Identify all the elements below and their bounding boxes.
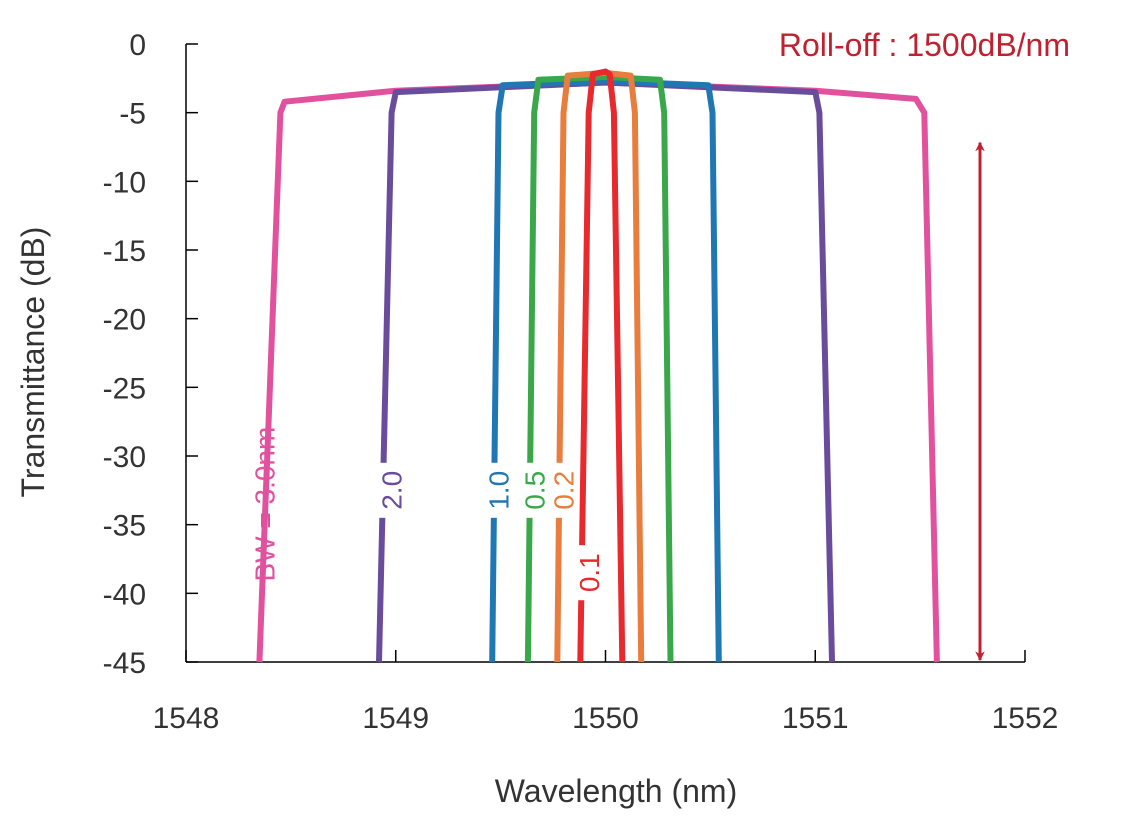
x-axis-title: Wavelength (nm) — [495, 773, 737, 809]
axes — [185, 43, 1026, 663]
series-label-group: 1.0 — [483, 462, 515, 518]
series-line — [524, 74, 674, 663]
y-tick-label: -45 — [103, 647, 146, 680]
series-label-group: 0.5 — [518, 462, 550, 518]
y-axis-title: Transmittance (dB) — [15, 227, 51, 498]
series-label-group: 0.2 — [548, 462, 580, 518]
series-label-bg — [518, 462, 550, 518]
series-line — [577, 68, 626, 663]
series-label: BW = 3.0nm — [249, 427, 280, 582]
plot-series — [256, 68, 940, 663]
series-labels: BW = 3.0nm 2.0 1.0 0.50.2 0.1 — [249, 427, 605, 601]
series-label: 1.0 — [484, 471, 515, 510]
series-line — [489, 78, 722, 663]
series-label-group: 0.1 — [573, 545, 605, 601]
series-label-bg — [548, 462, 579, 518]
y-tick-label: 0 — [129, 29, 146, 62]
series-label: 2.0 — [377, 471, 408, 510]
series-label-bg — [573, 545, 605, 601]
y-tick-label: -5 — [119, 98, 146, 131]
y-tick-label: -30 — [103, 441, 146, 474]
y-tick-label: -40 — [103, 578, 146, 611]
x-tick-label: 1548 — [153, 702, 220, 735]
y-tick-label: -10 — [103, 166, 146, 199]
series-label-bg — [483, 462, 514, 518]
x-tick-label: 1552 — [992, 702, 1059, 735]
x-tick-label: 1551 — [782, 702, 849, 735]
series-label-bg — [376, 462, 408, 518]
series-label: 0.5 — [519, 471, 550, 510]
y-tick-label: -25 — [103, 372, 146, 405]
rolloff-annotation: Roll-off : 1500dB/nm — [779, 27, 1070, 63]
y-tick-label: -35 — [103, 510, 146, 543]
series-label: 0.2 — [549, 471, 580, 510]
x-tick-label: 1550 — [572, 702, 639, 735]
series-label-group: BW = 3.0nm — [249, 427, 280, 582]
x-tick-label: 1549 — [362, 702, 429, 735]
series-label-group: 2.0 — [376, 462, 408, 518]
y-tick-label: -20 — [103, 304, 146, 337]
y-tick-label: -15 — [103, 235, 146, 268]
series-line — [376, 79, 835, 663]
series-label: 0.1 — [574, 553, 605, 592]
